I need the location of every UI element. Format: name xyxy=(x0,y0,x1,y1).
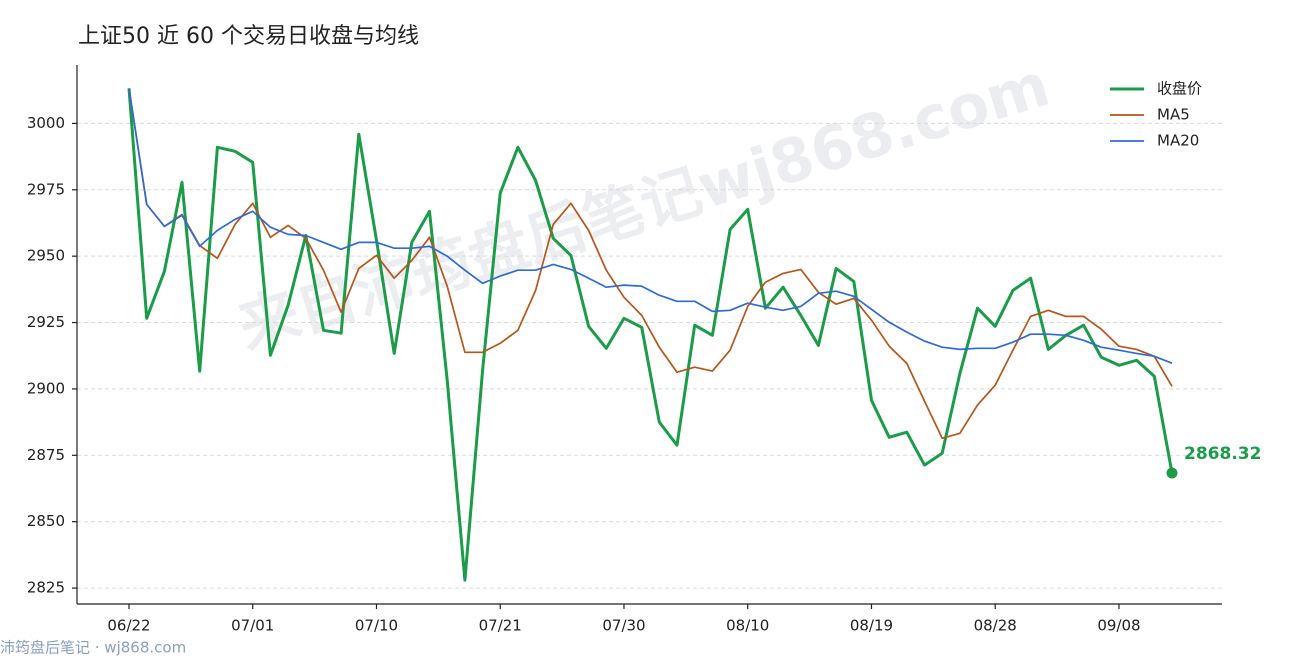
chart-title: 上证50 近 60 个交易日收盘与均线 xyxy=(78,24,419,49)
legend-label: MA5 xyxy=(1157,106,1190,124)
y-tick-label: 2825 xyxy=(27,579,65,597)
legend-label: 收盘价 xyxy=(1157,80,1202,98)
watermark: 来自沛筠盘后笔记wj868.com xyxy=(231,50,1058,364)
y-tick-label: 2850 xyxy=(27,512,65,530)
x-tick-label: 08/10 xyxy=(726,617,769,635)
x-tick-label: 08/19 xyxy=(850,617,893,635)
legend-label: MA20 xyxy=(1157,132,1199,150)
x-tick-label: 07/01 xyxy=(231,617,274,635)
x-tick-label: 08/28 xyxy=(974,617,1017,635)
x-tick-label: 09/08 xyxy=(1097,617,1140,635)
y-tick-label: 2900 xyxy=(27,379,65,397)
x-tick-label: 07/30 xyxy=(602,617,645,635)
y-tick-label: 2875 xyxy=(27,446,65,464)
series-line xyxy=(128,88,1173,440)
x-tick-label: 07/21 xyxy=(479,617,522,635)
x-tick-label: 07/10 xyxy=(355,617,398,635)
last-point xyxy=(1166,467,1178,479)
x-tick-label: 06/22 xyxy=(107,617,150,635)
series-line xyxy=(127,88,1174,582)
last-value-label: 2868.32 xyxy=(1184,444,1261,464)
series-line xyxy=(128,88,1173,364)
y-tick-label: 2975 xyxy=(27,180,65,198)
y-tick-label: 3000 xyxy=(27,114,65,132)
y-tick-label: 2950 xyxy=(27,247,65,265)
source: 沛筠盘后笔记 · wj868.com xyxy=(0,639,186,657)
y-tick-label: 2925 xyxy=(27,313,65,331)
